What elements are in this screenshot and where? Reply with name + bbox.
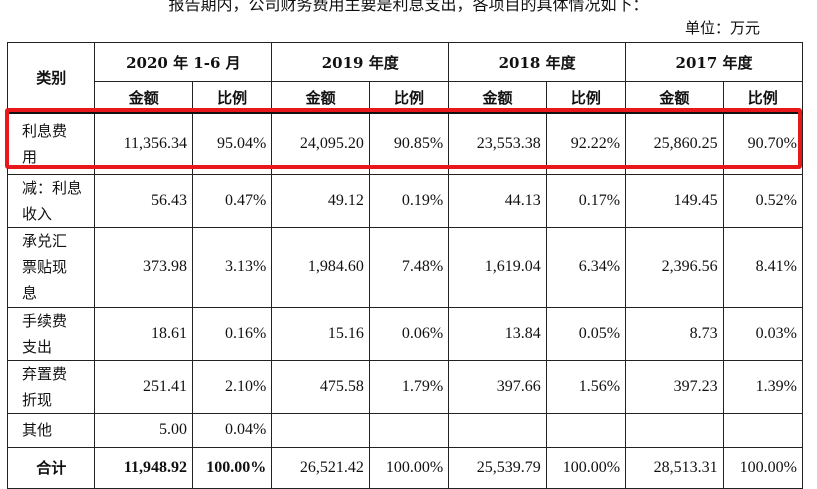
category-line: 利息费 [22,121,68,140]
amount-cell [625,412,724,448]
amount-cell: 397.23 [625,359,724,414]
ratio-cell: 2.10% [191,359,273,414]
period-header: 2019 年度 [271,42,450,82]
amount-cell: 251.41 [94,359,193,414]
amount-cell: 56.43 [94,173,193,228]
total-ratio-cell: 100.00% [545,446,627,489]
total-ratio-cell: 100.00% [368,446,450,489]
ratio-cell: 7.48% [368,226,450,308]
ratio-cell: 95.04% [191,112,273,175]
amount-cell: 23,553.38 [448,112,547,175]
row-category: 利息费用 [6,112,96,175]
amount-header: 金额 [94,81,193,114]
table-row: 手续费 支出 18.61 0.16% 15.16 0.06% 13.84 0.05% 8.73 0… [6,306,804,361]
amount-cell: 13.84 [448,306,547,361]
total-amount-cell: 28,513.31 [625,446,724,489]
ratio-cell: 3.13% [191,226,273,308]
amount-cell [271,412,370,448]
category-line: 减：利息 [22,178,83,197]
table-row: 弃置费 折现 251.41 2.10% 475.58 1.79% 397.66 1.56% 39… [6,359,804,414]
ratio-header: 比例 [191,81,273,114]
category-line: 承兑汇 [22,232,68,250]
ratio-cell: 1.39% [722,359,804,414]
ratio-header: 比例 [545,81,627,114]
category-line: 支出 [22,337,53,356]
row-category: 手续费 支出 [6,306,96,361]
ratio-cell: 0.52% [722,173,804,228]
category-line: 折现 [22,390,53,409]
category-line: 用 [22,147,38,166]
row-category: 其他 [6,412,96,448]
ratio-cell: 90.70% [722,112,804,175]
ratio-cell: 8.41% [722,226,804,308]
ratio-cell [722,412,804,448]
table-row: 减：利息 收入 56.43 0.47% 49.12 0.19% 44.13 0.17% 149.… [6,173,804,228]
ratio-cell: 0.03% [722,306,804,361]
period-header: 2018 年度 [448,42,627,82]
unit-label: 单位：万元 [684,19,760,37]
amount-header: 金额 [448,81,547,114]
row-category: 承兑汇 票贴现息 [6,226,96,308]
ratio-cell: 0.04% [191,412,273,448]
amount-cell: 49.12 [271,173,370,228]
amount-cell: 475.58 [271,359,370,414]
ratio-header: 比例 [368,81,450,114]
table-row: 利息费用 11,356.34 95.04% 24,095.20 90.85% 23,553… [6,112,804,175]
amount-cell: 149.45 [625,173,724,228]
amount-cell: 1,984.60 [271,226,370,308]
amount-cell [448,412,547,448]
ratio-cell: 0.05% [545,306,627,361]
amount-cell: 8.73 [625,306,724,361]
category-line: 息 [22,284,38,302]
ratio-cell: 0.16% [191,306,273,361]
ratio-cell: 90.85% [368,112,450,175]
row-category: 弃置费 折现 [6,359,96,414]
category-line: 其他 [22,421,53,439]
amount-cell: 25,860.25 [625,112,724,175]
row-category: 减：利息收入 [6,173,96,228]
ratio-cell: 0.06% [368,306,450,361]
total-amount-cell: 11,948.92 [94,446,193,489]
category-line: 票贴现 [22,258,68,276]
ratio-cell: 0.19% [368,173,450,228]
category-line: 弃置费 [22,364,68,383]
ratio-cell: 0.47% [191,173,273,228]
total-label: 合计 [6,446,96,489]
category-line: 收入 [22,204,53,223]
ratio-cell: 6.34% [545,226,627,308]
amount-cell: 1,619.04 [448,226,547,308]
period-header: 2020 年 1-6 月 [94,42,273,82]
ratio-cell [545,412,627,448]
amount-cell: 18.61 [94,306,193,361]
ratio-cell: 1.79% [368,359,450,414]
table-row: 承兑汇 票贴现息 373.98 3.13% 1,984.60 7.48% 1,619.04 6… [6,226,804,308]
period-header: 2017 年度 [625,42,803,82]
amount-cell: 2,396.56 [625,226,724,308]
total-row: 合计 11,948.92 100.00% 26,521.42 100.00% 25,539… [6,446,804,489]
amount-header: 金额 [625,81,724,114]
category-line: 手续费 [22,311,68,330]
ratio-cell: 0.17% [545,173,627,228]
amount-cell: 397.66 [448,359,547,414]
total-amount-cell: 25,539.79 [448,446,547,489]
total-ratio-cell: 100.00% [722,446,804,489]
intro-text: 报告期内，公司财务费用主要是利息支出，各项目的具体情况如下： [168,0,649,14]
ratio-header: 比例 [722,81,804,114]
amount-cell: 15.16 [271,306,370,361]
category-header: 类别 [6,42,96,114]
amount-cell: 11,356.34 [94,112,193,175]
ratio-cell [368,412,450,448]
amount-cell: 44.13 [448,173,547,228]
amount-header: 金额 [271,81,370,114]
table-body: 利息费用 11,356.34 95.04% 24,095.20 90.85% 23,553… [6,112,804,489]
finance-expense-table: 类别 2020 年 1-6 月 2019 年度 2018 年度 2017 年度 … [6,42,804,489]
table-row: 其他 5.00 0.04% [6,412,804,448]
amount-cell: 24,095.20 [271,112,370,175]
amount-cell: 5.00 [94,412,193,448]
ratio-cell: 1.56% [545,359,627,414]
amount-cell: 373.98 [94,226,193,308]
ratio-cell: 92.22% [545,112,627,175]
total-ratio-cell: 100.00% [191,446,273,489]
total-amount-cell: 26,521.42 [271,446,370,489]
